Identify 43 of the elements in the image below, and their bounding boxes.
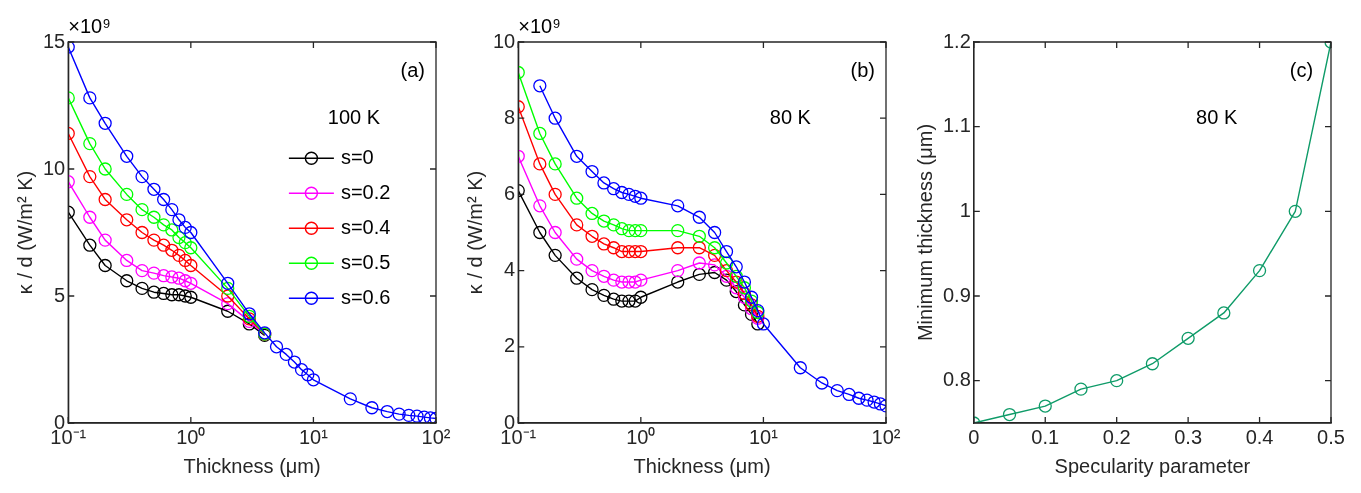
y-tick-label: 0.8 [942, 368, 971, 391]
y-tick-label: 15 [43, 29, 66, 52]
y-tick-label: 10 [493, 29, 516, 52]
y-tick-label: 6 [504, 181, 516, 204]
annotation: (c) [1289, 58, 1314, 81]
y-tick-label: 1.2 [942, 29, 971, 52]
annotation: 80 K [1196, 105, 1238, 128]
y-tick-label: 5 [54, 283, 66, 306]
text: ×10⁹ [518, 14, 561, 37]
text: ×10⁹ [68, 14, 111, 37]
x-tick-label: 10² [871, 425, 901, 448]
y-tick-label: 4 [504, 258, 516, 281]
x-tick-label: 0.1 [1031, 425, 1060, 448]
legend-label: s=0.4 [340, 215, 391, 238]
legend-label: s=0 [340, 145, 374, 168]
annotation: (a) [400, 58, 425, 81]
legend-label: s=0.2 [340, 180, 391, 203]
x-tick-label: 10² [421, 425, 451, 448]
x-tick-label: 10⁰ [626, 425, 656, 448]
legend-label: s=0.6 [340, 285, 391, 308]
x-axis-title: Thickness (μm) [633, 454, 771, 477]
x-axis-title: Thickness (μm) [183, 454, 321, 477]
legend-title: 100 K [327, 105, 381, 128]
y-axis-title: Minimum thickness (μm) [913, 123, 936, 342]
y-tick-label: 2 [504, 334, 516, 357]
x-tick-label: 10¹ [748, 425, 779, 448]
x-tick-label: 0.2 [1102, 425, 1131, 448]
y-tick-label: 10 [43, 156, 66, 179]
annotation: (b) [850, 58, 875, 81]
legend-label: s=0.5 [340, 250, 391, 273]
x-axis-title: Specularity parameter [1054, 454, 1251, 477]
x-tick-label: 10⁰ [176, 425, 206, 448]
y-tick-label: 0.9 [942, 283, 971, 306]
x-tick-label: 0.3 [1174, 425, 1203, 448]
x-tick-label: 0.5 [1317, 425, 1345, 448]
y-tick-label: 8 [504, 105, 516, 128]
y-axis-title: κ / d (W/m² K) [463, 170, 486, 295]
x-tick-label: 0.4 [1245, 425, 1274, 448]
y-tick-label: 1 [959, 198, 971, 221]
y-axis-title: κ / d (W/m² K) [13, 170, 36, 295]
x-tick-label: 10¹ [298, 425, 329, 448]
annotation: 80 K [769, 105, 812, 128]
y-tick-label: 1.1 [942, 114, 971, 137]
